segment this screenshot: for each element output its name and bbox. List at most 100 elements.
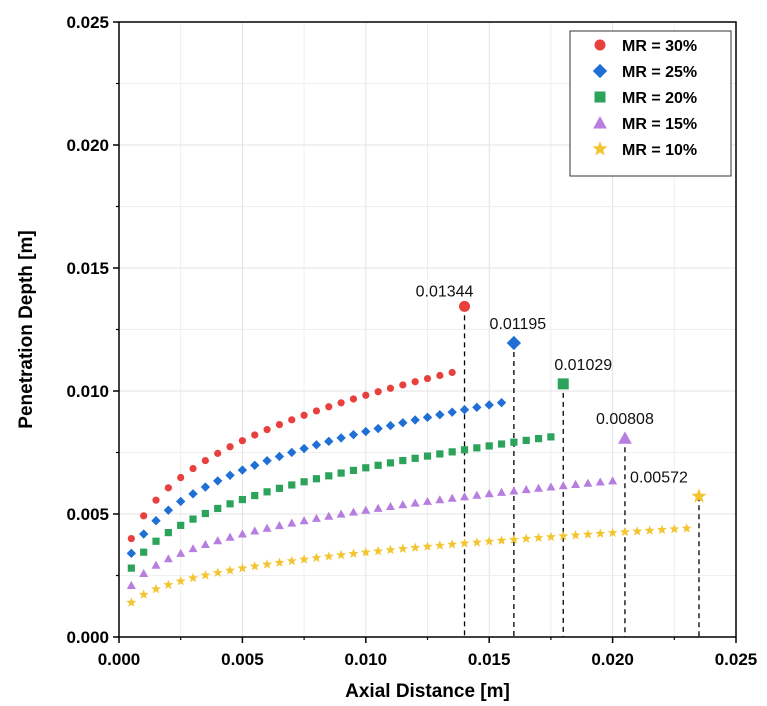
data-point [348, 429, 359, 440]
data-point [337, 399, 345, 407]
data-point [300, 411, 308, 419]
data-point [361, 505, 371, 514]
data-point [200, 570, 211, 580]
data-point [175, 575, 186, 586]
data-point [177, 473, 185, 482]
data-point [348, 548, 359, 558]
data-point [459, 300, 471, 312]
data-point [448, 368, 456, 377]
data-point [152, 496, 160, 504]
y-tick-label: 0.015 [66, 259, 109, 278]
data-point [249, 561, 260, 571]
legend-label: MR = 25% [622, 64, 697, 81]
data-point [300, 478, 308, 486]
legend-marker [593, 116, 607, 129]
data-point [373, 503, 383, 512]
data-point [163, 579, 174, 590]
data-point [251, 431, 259, 439]
axis-ticks: 0.000 0.005 0.010 0.015 0.020 0.025 0.000 0.005… [66, 13, 757, 669]
data-point [473, 444, 481, 452]
data-point [398, 418, 408, 428]
data-point [497, 487, 507, 496]
y-tick-label: 0.000 [66, 628, 109, 647]
data-point [385, 544, 396, 555]
data-point [373, 545, 384, 556]
data-point [619, 526, 630, 537]
data-point [177, 521, 185, 529]
series-square [127, 378, 569, 572]
data-point [237, 529, 247, 538]
data-point [312, 475, 321, 483]
data-point [422, 412, 433, 422]
data-point [336, 509, 346, 518]
data-point [374, 461, 382, 469]
data-point [213, 476, 223, 486]
data-point [459, 405, 470, 415]
data-point [176, 496, 186, 507]
data-point [151, 516, 161, 526]
legend-label: MR = 10% [622, 142, 697, 159]
data-point [152, 537, 160, 545]
data-point [188, 544, 198, 553]
data-point [323, 551, 334, 561]
data-point [138, 589, 149, 599]
data-point [595, 477, 605, 486]
data-point [324, 511, 334, 520]
data-point [484, 489, 494, 498]
data-point [312, 407, 321, 415]
data-point [226, 500, 234, 508]
data-point [263, 488, 271, 496]
data-point [164, 528, 172, 537]
data-point [213, 536, 223, 545]
data-point [374, 388, 382, 396]
data-point [373, 423, 383, 434]
data-point [238, 495, 246, 504]
data-point [558, 530, 569, 541]
data-point [225, 470, 235, 480]
data-point [311, 513, 321, 522]
data-point [336, 549, 347, 560]
data-point [533, 532, 544, 543]
data-point [484, 400, 494, 410]
data-point [139, 529, 149, 539]
data-point [361, 426, 371, 437]
data-point [349, 466, 358, 474]
data-point [410, 415, 420, 425]
data-point [411, 378, 419, 386]
data-point [521, 533, 532, 543]
legend-item: MR = 15% [593, 116, 697, 133]
series-layer [126, 300, 707, 607]
data-point [127, 564, 135, 572]
legend-marker [594, 39, 606, 51]
data-point [324, 436, 334, 446]
series-circle [127, 300, 471, 543]
data-point [386, 459, 395, 467]
data-point [362, 391, 370, 399]
data-point [325, 472, 333, 480]
data-point [299, 443, 309, 454]
data-point [262, 523, 272, 532]
data-point [582, 529, 593, 539]
data-point [151, 560, 161, 569]
data-point [164, 484, 172, 492]
data-point [360, 547, 371, 557]
data-point [423, 374, 432, 383]
data-point [496, 397, 507, 408]
data-point [250, 460, 260, 470]
data-point [657, 524, 667, 535]
data-point [669, 523, 680, 534]
legend: MR = 30% MR = 25% MR = 20% MR = 15% MR = 10% [569, 30, 732, 177]
data-point [311, 440, 322, 450]
y-tick-label: 0.010 [66, 382, 109, 401]
data-point [126, 580, 136, 589]
data-point [226, 443, 234, 451]
data-point [200, 539, 210, 548]
data-point [275, 420, 284, 429]
data-point [436, 450, 444, 458]
data-point [436, 371, 444, 380]
data-point [399, 381, 407, 389]
data-point [214, 449, 222, 457]
data-point [275, 484, 284, 492]
data-point [398, 500, 408, 509]
data-point [163, 505, 174, 515]
